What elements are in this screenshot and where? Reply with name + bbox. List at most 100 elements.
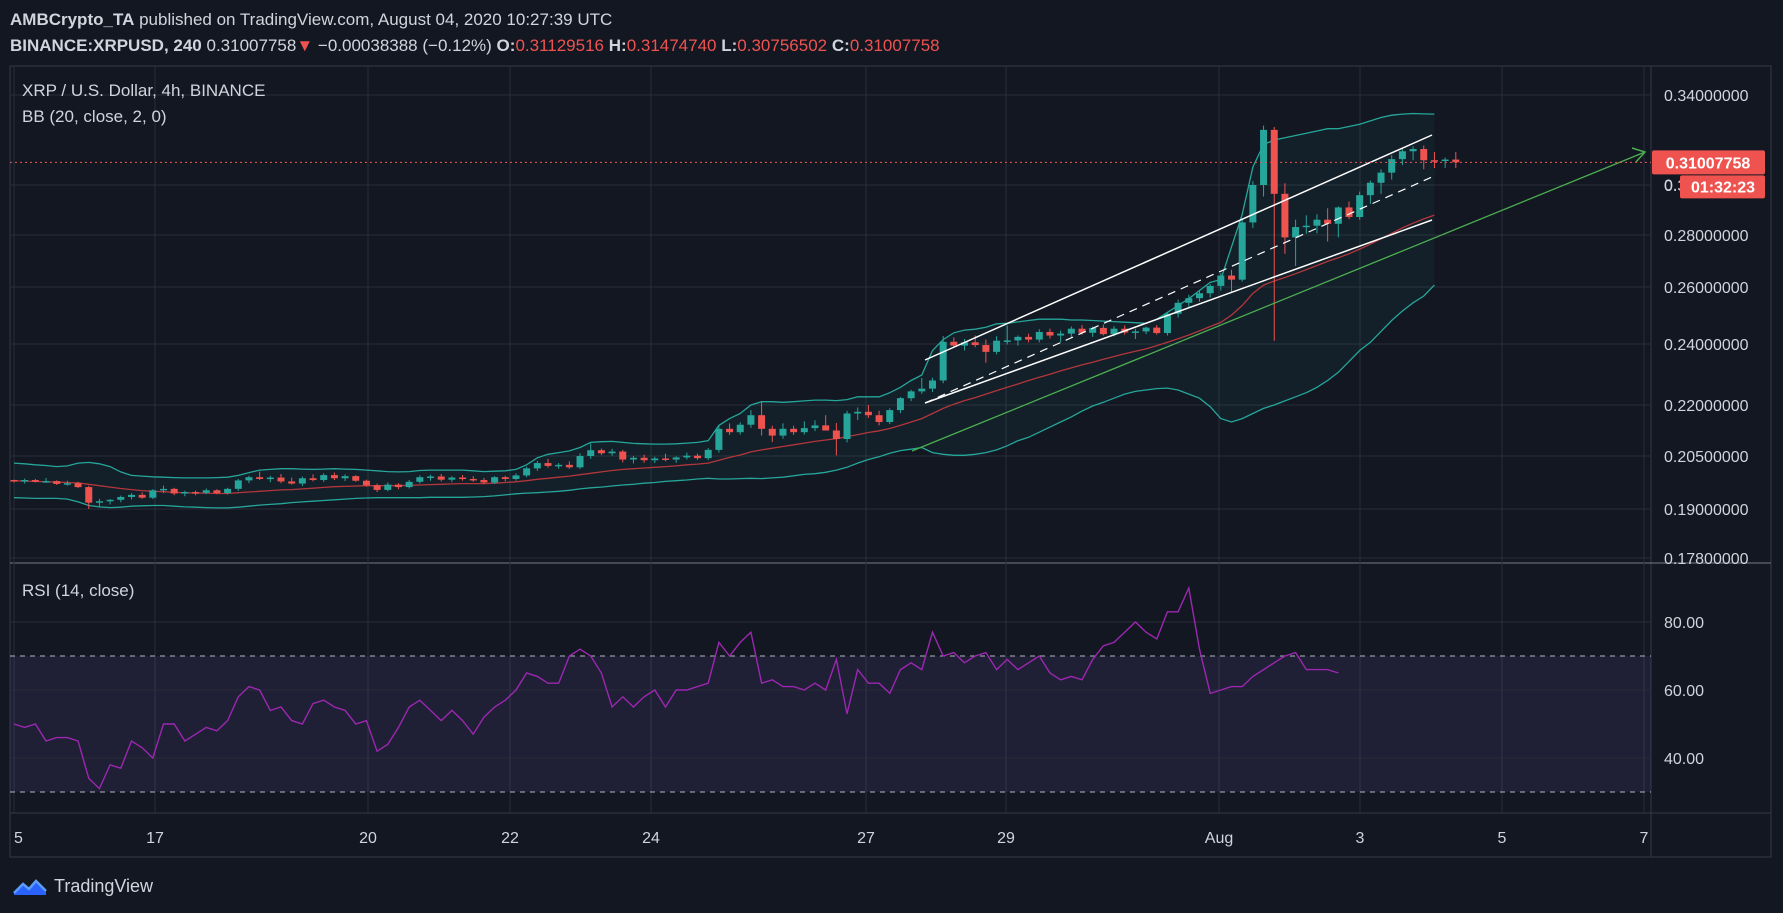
candle-body xyxy=(928,380,936,389)
candle-body xyxy=(715,428,723,450)
bb-indicator-label[interactable]: BB (20, close, 2, 0) xyxy=(22,107,167,126)
close-label: C: xyxy=(831,36,850,55)
candle-body xyxy=(896,398,904,411)
candle-body xyxy=(1035,331,1043,340)
price-change: −0.00038388 (−0.12%) xyxy=(317,36,492,55)
candle-body xyxy=(1452,159,1460,163)
channel-lower-line[interactable] xyxy=(924,219,1433,404)
candle-body xyxy=(42,481,50,483)
candle-body xyxy=(822,425,830,431)
candle-body xyxy=(224,488,232,494)
countdown-badge[interactable] xyxy=(1680,175,1765,199)
candle-body xyxy=(640,457,648,461)
candle-body xyxy=(1003,340,1011,342)
last-price-badge[interactable] xyxy=(1652,150,1765,175)
candle-body xyxy=(63,483,71,485)
candle-body xyxy=(330,475,338,479)
candle-body xyxy=(629,457,637,460)
chart-border xyxy=(9,65,1772,858)
candle-body xyxy=(875,415,883,422)
rsi-pane: 80.00 60.00 40.00 xyxy=(10,585,1704,793)
candle-body xyxy=(939,341,947,381)
candle-body xyxy=(1046,331,1054,336)
candle-body xyxy=(256,477,264,479)
candle-body xyxy=(758,415,766,429)
candle-body xyxy=(1163,313,1171,334)
candle-body xyxy=(117,496,125,500)
candle-body xyxy=(74,483,82,488)
bollinger-upper-line xyxy=(13,112,1435,479)
candle-body xyxy=(469,478,477,481)
rsi-indicator-label[interactable]: RSI (14, close) xyxy=(22,581,134,600)
candle-body xyxy=(672,457,680,460)
grid-lines xyxy=(10,66,1651,813)
rsi-band-fill xyxy=(10,656,1651,792)
candle-body xyxy=(1185,298,1193,303)
candle-body xyxy=(1324,219,1332,224)
candle-body xyxy=(747,415,755,425)
candle-body xyxy=(704,449,712,459)
publisher-name[interactable]: AMBCrypto_TA xyxy=(10,10,135,29)
candle-body xyxy=(864,411,872,416)
high-value: 0.31474740 xyxy=(626,36,717,55)
candle-body xyxy=(1334,207,1342,224)
brand-name[interactable]: TradingView xyxy=(54,875,154,896)
candle-body xyxy=(651,458,659,461)
candle-body xyxy=(1014,336,1022,341)
candle-body xyxy=(843,413,851,439)
time-axis[interactable]: 5 17 20 22 24 27 29 Aug 3 5 7 xyxy=(14,830,1649,847)
candle-body xyxy=(1195,293,1203,299)
candle-body xyxy=(85,487,93,503)
candle-body xyxy=(832,430,840,439)
channel-upper-line[interactable] xyxy=(924,134,1433,361)
chart-drawings[interactable] xyxy=(10,134,1651,452)
price-tick-label: 0.34000000 xyxy=(1664,88,1749,105)
candle-body xyxy=(1217,275,1225,286)
candle-body xyxy=(1356,195,1364,217)
candle-body xyxy=(234,480,242,489)
tradingview-logo-icon[interactable] xyxy=(12,875,48,897)
candle-body xyxy=(416,477,424,482)
candle-body xyxy=(341,476,349,479)
candle-body xyxy=(619,451,627,460)
candle-body xyxy=(608,451,616,454)
chart-title[interactable]: XRP / U.S. Dollar, 4h, BINANCE xyxy=(22,81,265,100)
candle-body xyxy=(181,492,189,494)
candle-body xyxy=(149,490,157,498)
trend-line[interactable] xyxy=(911,151,1646,452)
candle-body xyxy=(427,476,435,478)
high-label: H: xyxy=(608,36,627,55)
candle-body xyxy=(1313,219,1321,226)
price-tick-label: 0.28000000 xyxy=(1664,228,1749,245)
candle-body xyxy=(309,478,317,481)
candle-body xyxy=(661,458,669,460)
candle-body xyxy=(320,475,328,481)
candle-body xyxy=(971,342,979,346)
bollinger-lower-line xyxy=(13,284,1435,509)
candle-body xyxy=(1067,328,1075,334)
candle-body xyxy=(437,476,445,480)
candle-body xyxy=(950,341,958,346)
candle-body xyxy=(512,475,520,479)
candle-body xyxy=(1302,225,1310,228)
footer: TradingView xyxy=(12,873,153,899)
candle-body xyxy=(288,481,296,484)
candle-body xyxy=(170,488,178,494)
candle-body xyxy=(555,464,563,467)
time-tick-label: Aug xyxy=(1205,830,1233,847)
candle-body xyxy=(1153,327,1161,334)
price-axis[interactable]: 0.340000000.300000000.280000000.26000000… xyxy=(1652,88,1765,568)
candle-body xyxy=(918,388,926,392)
candle-body xyxy=(1398,151,1406,160)
trend-arrow-icon[interactable] xyxy=(1631,147,1647,163)
symbol-label[interactable]: BINANCE:XRPUSD, 240 xyxy=(10,36,202,55)
candle-body xyxy=(1206,285,1214,294)
candle-body xyxy=(800,428,808,433)
candle-body xyxy=(533,463,541,469)
channel-median-line[interactable] xyxy=(924,176,1433,404)
candle-body xyxy=(1345,207,1353,217)
candle-body xyxy=(1089,327,1097,333)
low-value: 0.30756502 xyxy=(737,36,828,55)
change-arrow-icon: ▼ xyxy=(296,36,314,55)
